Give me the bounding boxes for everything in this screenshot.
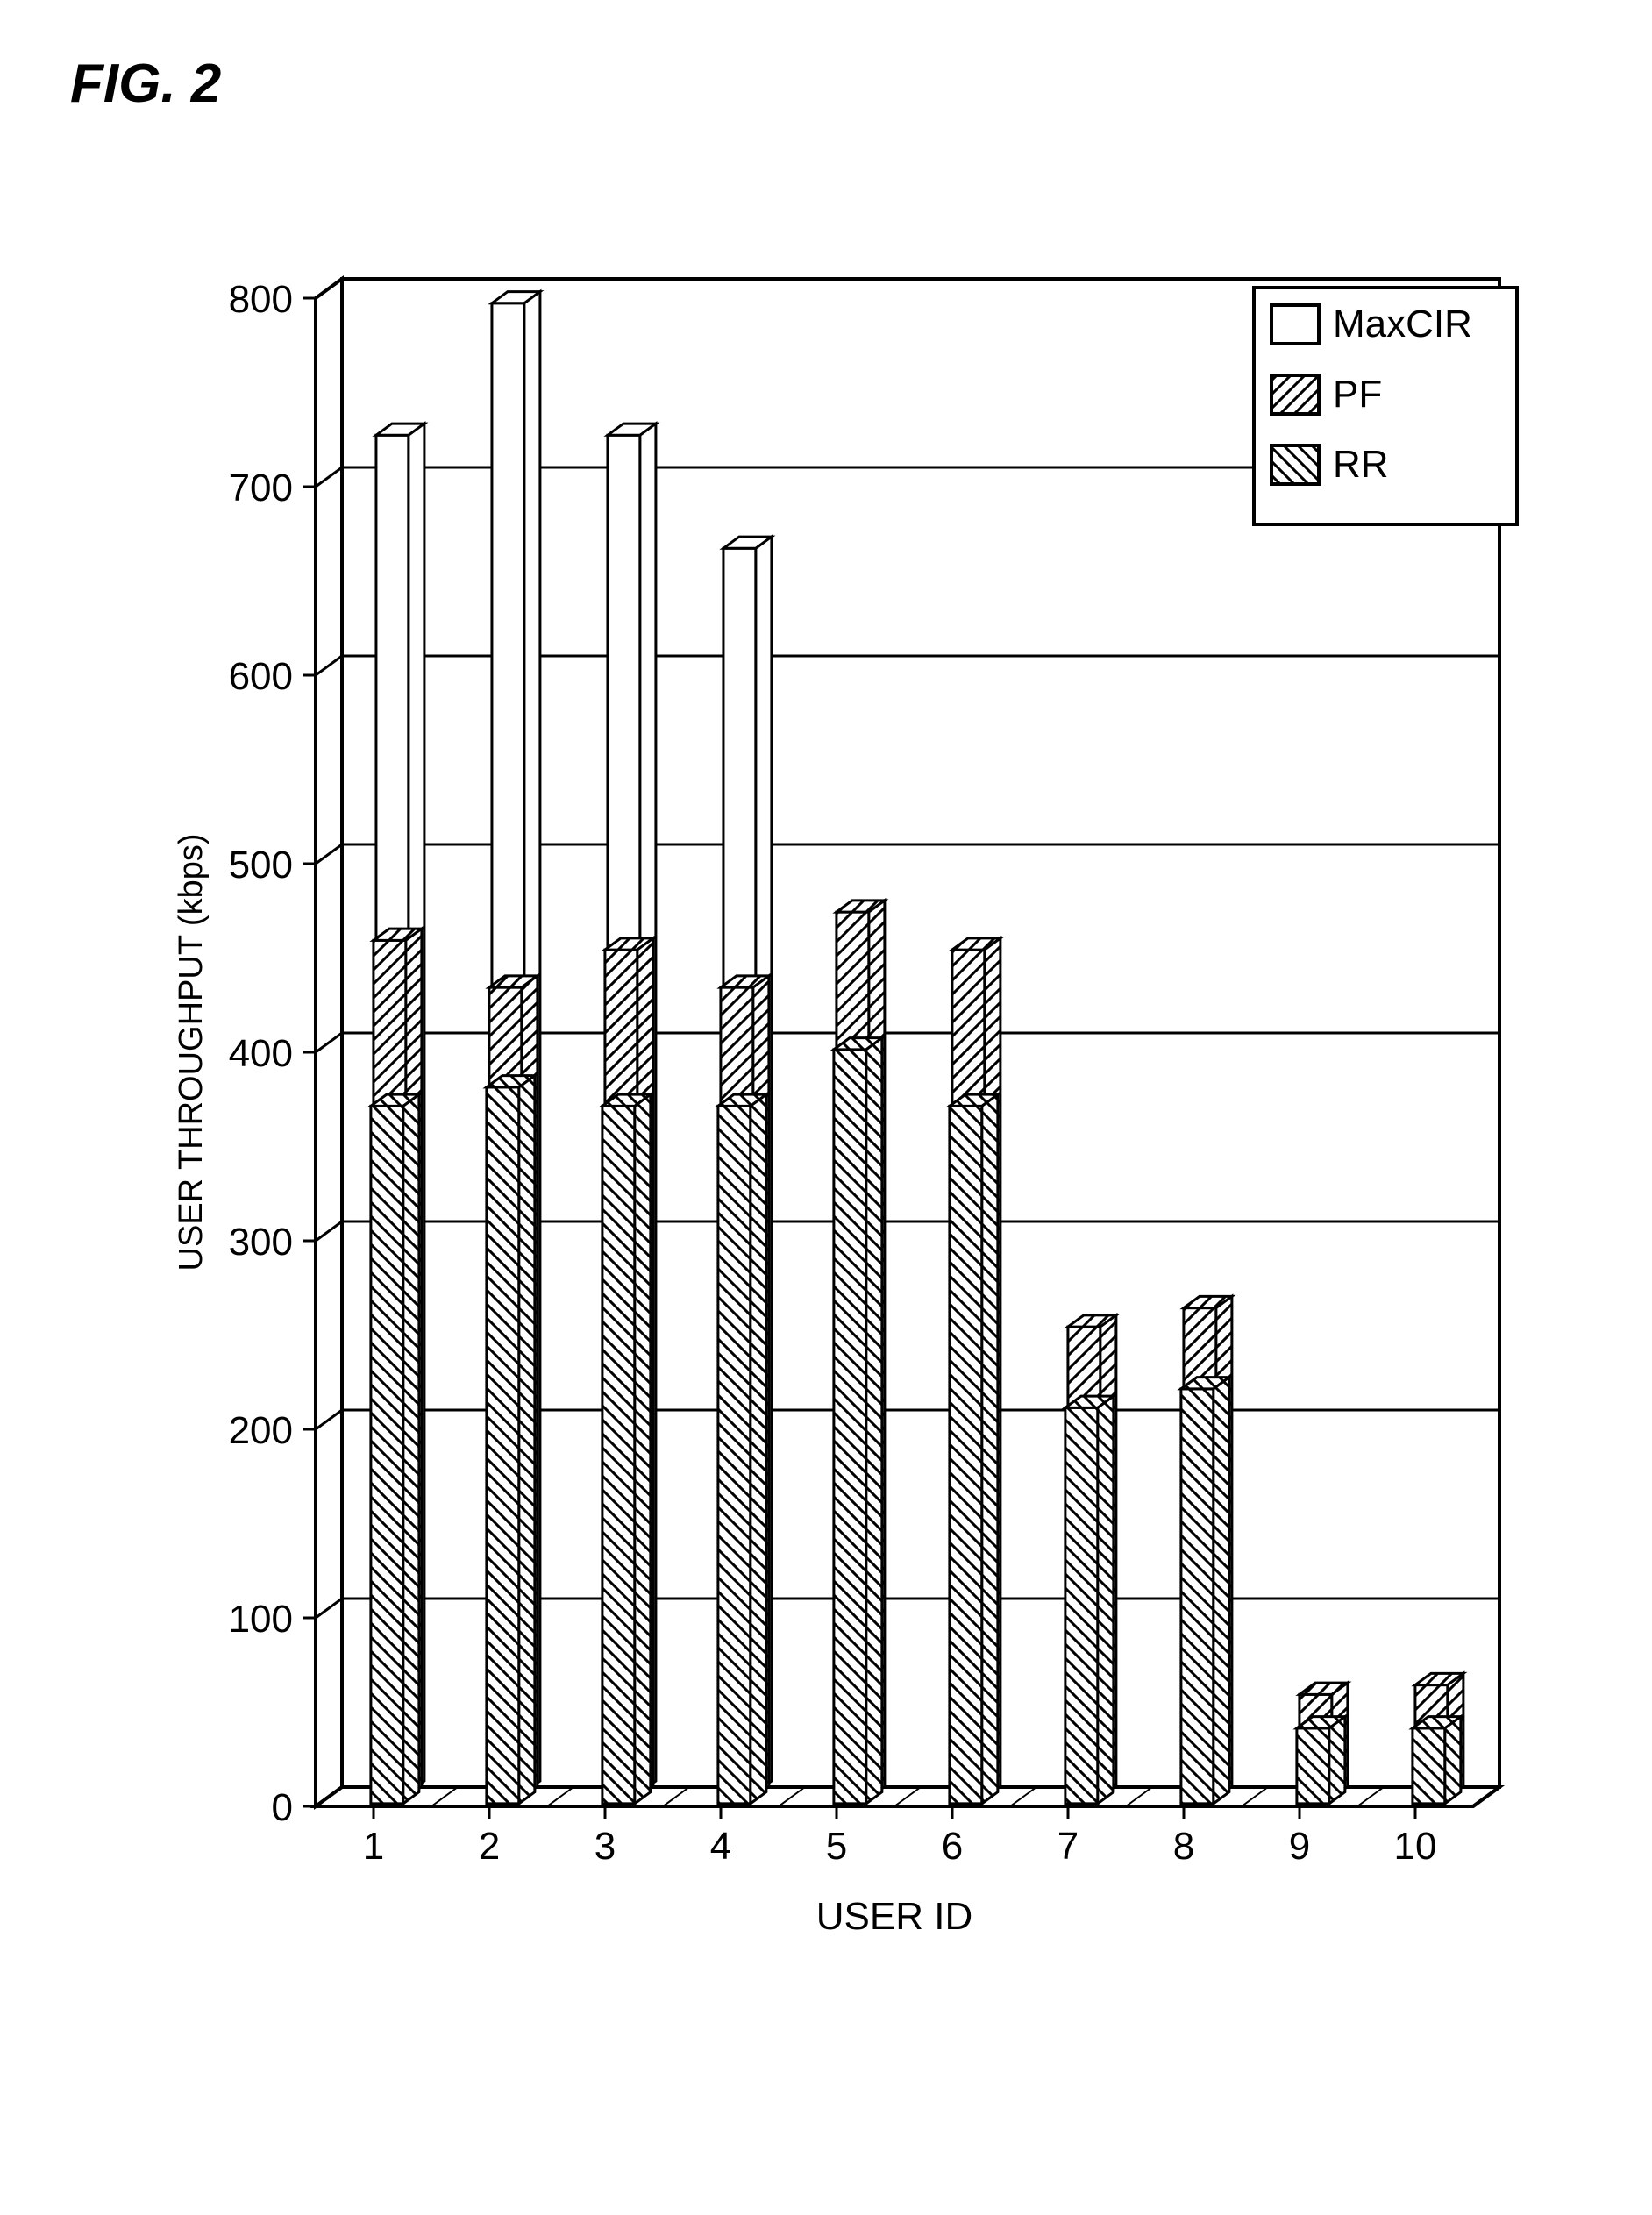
y-tick-label: 400 [229, 1032, 293, 1075]
x-tick-label: 6 [942, 1825, 963, 1868]
y-tick-label: 700 [229, 467, 293, 509]
y-tick-label: 100 [229, 1598, 293, 1641]
y-tick-label: 300 [229, 1221, 293, 1264]
x-tick-label: 1 [363, 1825, 384, 1868]
x-tick-label: 8 [1173, 1825, 1194, 1868]
chart-svg: 0 100 200 300 400 500 600 700 800 1 2 3 4 5 6 7 8 9 10 USER… [158, 246, 1561, 1964]
x-tick-label: 2 [479, 1825, 500, 1868]
x-tick-label: 4 [710, 1825, 731, 1868]
y-tick-label: 500 [229, 844, 293, 887]
y-tick-label: 200 [229, 1409, 293, 1452]
bar [487, 1087, 519, 1804]
legend-label: RR [1333, 443, 1389, 486]
bar [834, 1050, 866, 1804]
x-tick-label: 7 [1057, 1825, 1079, 1868]
x-tick-label: 3 [595, 1825, 616, 1868]
x-axis-label: USER ID [816, 1895, 972, 1938]
x-tick-label: 10 [1394, 1825, 1437, 1868]
bar [1297, 1728, 1329, 1804]
bar [1065, 1407, 1098, 1804]
bar [371, 1106, 403, 1804]
bar [718, 1106, 751, 1804]
legend-swatch [1271, 445, 1319, 484]
legend-label: PF [1333, 373, 1382, 416]
y-axis-label: USER THROUGHPUT (kbps) [173, 834, 210, 1271]
throughput-chart: 0 100 200 300 400 500 600 700 800 1 2 3 4 5 6 7 8 9 10 USER… [158, 246, 1561, 1964]
x-tick-label: 5 [826, 1825, 847, 1868]
figure-label: FIG. 2 [70, 53, 221, 115]
y-tick-label: 800 [229, 278, 293, 321]
legend-swatch [1271, 305, 1319, 344]
bar [602, 1106, 635, 1804]
page: FIG. 2 0 100 200 300 400 500 600 700 800 1 2 3 4 5 6 7 8… [0, 0, 1652, 2215]
bar [1181, 1389, 1214, 1804]
bar [950, 1106, 982, 1804]
y-tick-label: 600 [229, 655, 293, 698]
x-tick-label: 9 [1289, 1825, 1310, 1868]
y-tick-label: 0 [272, 1786, 293, 1829]
bar [1413, 1728, 1445, 1804]
legend-swatch [1271, 375, 1319, 414]
legend-label: MaxCIR [1333, 303, 1472, 345]
